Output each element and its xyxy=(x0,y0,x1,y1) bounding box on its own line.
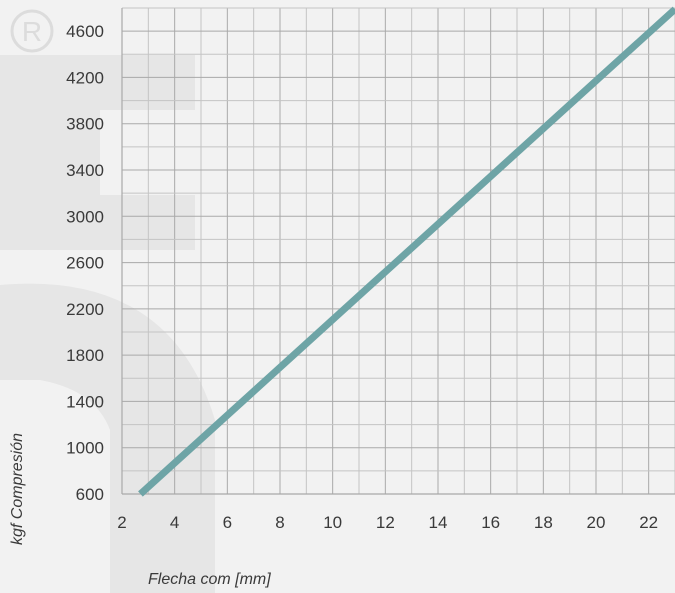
watermark-logo: R xyxy=(0,9,215,593)
x-tick-label: 6 xyxy=(223,513,232,532)
grid xyxy=(121,7,675,495)
y-tick-label: 3400 xyxy=(66,161,104,180)
x-tick-label: 8 xyxy=(275,513,284,532)
x-tick-label: 20 xyxy=(587,513,606,532)
series-layer xyxy=(138,6,675,497)
y-axis-title: kgf Compresión xyxy=(9,433,26,545)
watermark-shape xyxy=(0,195,195,250)
y-tick-label: 600 xyxy=(76,485,104,504)
x-tick-label: 16 xyxy=(481,513,500,532)
registered-mark-letter: R xyxy=(22,16,42,47)
y-tick-label: 2200 xyxy=(66,300,104,319)
y-tick-label: 1000 xyxy=(66,439,104,458)
series-line xyxy=(138,6,675,497)
x-tick-labels: 2 4 6 8 10 12 14 16 18 20 22 xyxy=(117,513,658,532)
y-tick-label: 4600 xyxy=(66,22,104,41)
y-tick-label: 1400 xyxy=(66,392,104,411)
x-tick-label: 22 xyxy=(639,513,658,532)
watermark-shape xyxy=(0,283,215,593)
x-axis-title: Flecha com [mm] xyxy=(148,571,271,588)
x-tick-label: 4 xyxy=(170,513,179,532)
y-tick-label: 4200 xyxy=(66,68,104,87)
x-tick-label: 10 xyxy=(323,513,342,532)
x-tick-label: 18 xyxy=(534,513,553,532)
x-tick-label: 14 xyxy=(429,513,448,532)
y-tick-label: 1800 xyxy=(66,346,104,365)
watermark-shape xyxy=(0,110,100,195)
registered-mark-icon xyxy=(10,9,54,53)
y-tick-label: 3800 xyxy=(66,115,104,134)
y-tick-label: 2600 xyxy=(66,254,104,273)
y-tick-label: 3000 xyxy=(66,207,104,226)
y-tick-labels: 600 1000 1400 1800 2200 2600 3000 3400 3800 4200 4… xyxy=(66,22,104,504)
x-tick-label: 12 xyxy=(376,513,395,532)
x-tick-label: 2 xyxy=(117,513,126,532)
